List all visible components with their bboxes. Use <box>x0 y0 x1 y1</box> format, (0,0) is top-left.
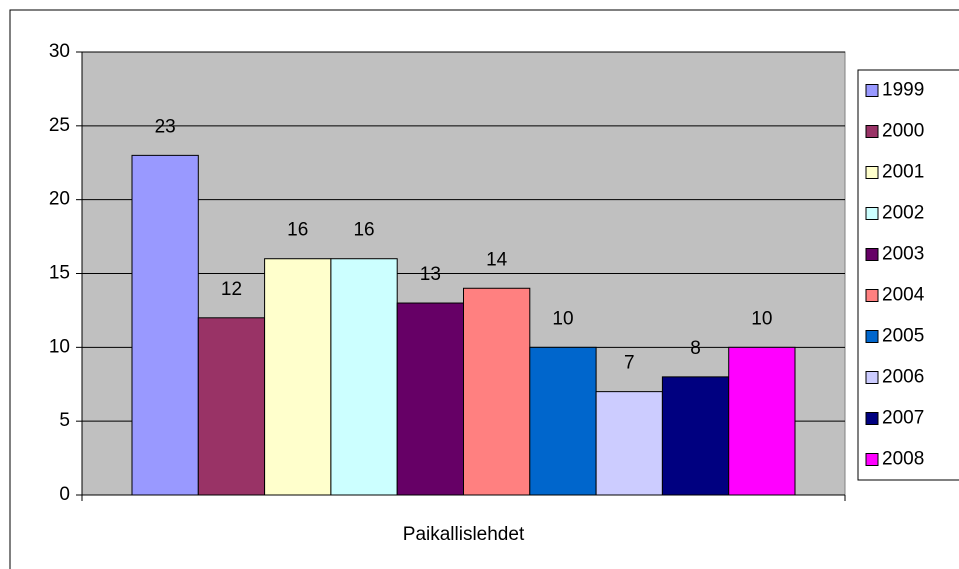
data-label: 23 <box>155 116 176 137</box>
data-label: 13 <box>420 264 441 285</box>
legend-label: 2001 <box>882 162 924 183</box>
bar <box>131 154 199 496</box>
legend-swatch <box>865 453 879 466</box>
legend-swatch <box>865 166 879 179</box>
legend-swatch <box>865 125 879 138</box>
data-label: 14 <box>486 249 508 270</box>
legend-box <box>857 69 959 481</box>
legend-swatch <box>865 207 879 220</box>
y-tick-label: 5 <box>59 410 70 431</box>
data-label: 16 <box>287 220 308 241</box>
bar <box>264 258 332 496</box>
x-tick-label: Paikallislehdet <box>403 524 525 545</box>
legend-swatch <box>865 289 879 302</box>
bar <box>595 391 663 496</box>
bar <box>330 258 398 496</box>
data-label: 12 <box>221 279 242 300</box>
bar <box>197 317 266 496</box>
legend-label: 2008 <box>882 449 924 470</box>
legend-swatch <box>865 330 879 343</box>
legend-label: 2004 <box>882 285 925 306</box>
chart-border <box>9 9 959 569</box>
bar <box>661 376 730 496</box>
legend-label: 2000 <box>882 121 924 142</box>
bar <box>396 302 465 496</box>
legend-label: 2003 <box>882 244 924 265</box>
bar <box>728 346 796 496</box>
legend-label: 2002 <box>882 203 924 224</box>
legend-label: 2006 <box>882 367 924 388</box>
y-tick-label: 10 <box>49 336 70 357</box>
y-tick-label: 0 <box>59 484 70 505</box>
data-label: 10 <box>751 308 772 329</box>
y-tick-label: 25 <box>49 115 70 136</box>
legend-label: 1999 <box>882 80 924 101</box>
legend-swatch <box>865 412 879 425</box>
legend-swatch <box>865 371 879 384</box>
legend-swatch <box>865 84 879 97</box>
legend-label: 2005 <box>882 326 924 347</box>
data-label: 8 <box>690 338 701 359</box>
data-label: 7 <box>624 353 635 374</box>
legend-swatch <box>865 248 879 261</box>
legend-label: 2007 <box>882 408 924 429</box>
y-tick-label: 15 <box>49 263 70 284</box>
data-label: 16 <box>353 220 374 241</box>
bar <box>463 287 531 496</box>
bar <box>529 346 597 496</box>
y-tick-label: 30 <box>49 41 70 62</box>
y-tick-label: 20 <box>49 189 70 210</box>
data-label: 10 <box>552 308 573 329</box>
